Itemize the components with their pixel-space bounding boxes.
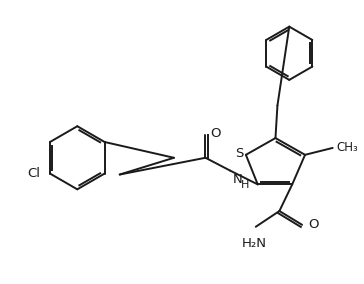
Text: S: S	[235, 147, 243, 160]
Text: O: O	[308, 218, 318, 231]
Text: O: O	[210, 127, 221, 140]
Text: H: H	[241, 180, 249, 191]
Text: Cl: Cl	[27, 167, 40, 180]
Text: CH₃: CH₃	[337, 141, 358, 154]
Text: N: N	[233, 173, 243, 185]
Text: H₂N: H₂N	[241, 237, 266, 250]
